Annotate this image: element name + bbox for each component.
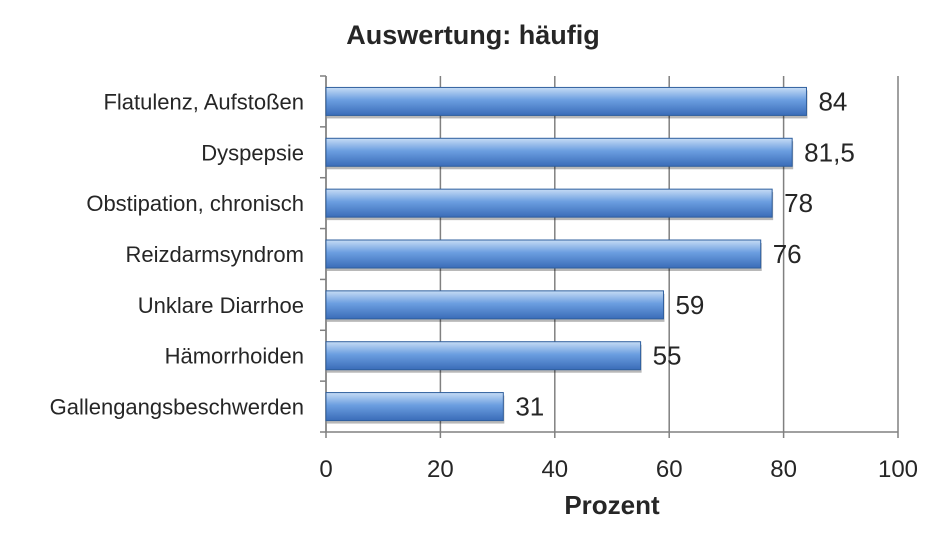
category-label-6: Hämorrhoiden xyxy=(165,344,304,369)
bar-4 xyxy=(325,239,762,269)
x-tick-label-80: 80 xyxy=(770,456,797,483)
bar-1 xyxy=(325,86,807,116)
data-label-1: 84 xyxy=(818,86,847,116)
category-label-4: Reizdarmsyndrom xyxy=(126,242,305,267)
data-label-6: 55 xyxy=(653,341,682,371)
x-tick-label-60: 60 xyxy=(656,456,683,483)
data-label-5: 59 xyxy=(675,290,704,320)
category-label-5: Unklare Diarrhoe xyxy=(138,293,304,318)
bar-3 xyxy=(325,188,773,218)
data-label-2: 81,5 xyxy=(804,137,855,167)
x-tick-label-20: 20 xyxy=(427,456,454,483)
data-label-4: 76 xyxy=(773,239,802,269)
category-label-7: Gallengangsbeschwerden xyxy=(50,395,304,420)
category-label-3: Obstipation, chronisch xyxy=(86,191,304,216)
chart-title: Auswertung: häufig xyxy=(346,20,599,50)
x-tick-label-0: 0 xyxy=(319,456,332,483)
bar-7 xyxy=(325,392,504,422)
x-tick-label-100: 100 xyxy=(878,456,918,483)
bar-2 xyxy=(325,137,793,167)
bar-5 xyxy=(325,290,664,320)
x-tick-label-40: 40 xyxy=(541,456,568,483)
data-label-7: 31 xyxy=(515,392,544,422)
x-tick-labels: 0 20 40 60 80 100 xyxy=(319,456,918,483)
data-label-3: 78 xyxy=(784,188,813,218)
bar-layer xyxy=(325,86,808,424)
x-axis-title: Prozent xyxy=(564,490,660,520)
data-labels: 84 81,5 78 76 59 55 31 xyxy=(515,86,854,421)
category-label-1: Flatulenz, Aufstoßen xyxy=(103,89,304,114)
category-label-2: Dyspepsie xyxy=(201,140,304,165)
bar-6 xyxy=(325,341,642,371)
category-labels: Flatulenz, Aufstoßen Dyspepsie Obstipation… xyxy=(50,89,304,419)
